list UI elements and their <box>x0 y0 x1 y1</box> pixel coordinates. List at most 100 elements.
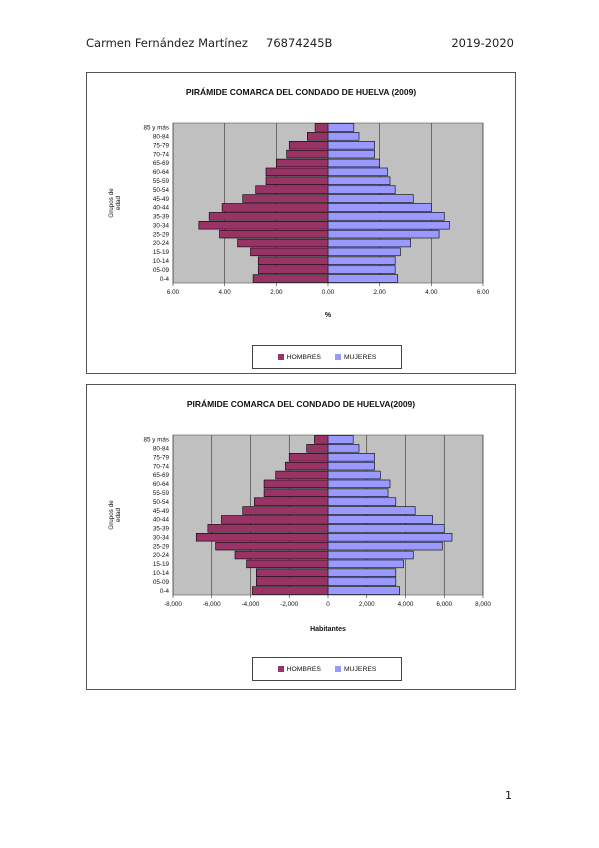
c2-bar-mujeres-3 <box>327 559 404 569</box>
c1-bar-hombres-3 <box>250 247 329 257</box>
c2-category-label-13: 65-69 <box>153 472 170 479</box>
c2-y-axis-label-line-1: Grupos de <box>108 500 115 530</box>
c1-bar-hombres-14 <box>286 149 329 159</box>
c1-category-label-5: 25-29 <box>153 231 170 238</box>
c1-category-label-14: 70-74 <box>153 151 170 158</box>
c2-x-tick-label-8: 8,000 <box>475 601 491 608</box>
legend-swatch-hombres <box>277 666 284 672</box>
c2-bar-hombres-10 <box>254 497 329 506</box>
header-author: Carmen Fernández Martínez <box>86 36 248 50</box>
pyramid-habitantes-svg: PIRÁMIDE COMARCA DEL CONDADO DE HUELVA(2… <box>108 399 491 633</box>
c2-bar-mujeres-1 <box>327 577 397 586</box>
c2-x-tick-label-6: 4,000 <box>398 601 414 608</box>
c1-bar-hombres-9 <box>242 194 329 203</box>
c1-bar-mujeres-8 <box>327 203 432 212</box>
legend-item-mujeres: MUJERES <box>334 665 377 673</box>
c2-bar-mujeres-9 <box>327 506 416 515</box>
c2-category-label-11: 55-59 <box>153 490 170 497</box>
c1-bar-mujeres-3 <box>327 247 401 257</box>
c1-category-label-15: 75-79 <box>153 142 170 149</box>
c1-bar-hombres-4 <box>237 238 329 248</box>
page-number: 1 <box>505 789 512 802</box>
c1-category-label-16: 80-84 <box>153 134 170 141</box>
c2-bar-hombres-17 <box>314 435 329 444</box>
legend-label-mujeres: MUJERES <box>343 665 377 673</box>
c1-bar-hombres-8 <box>221 203 329 212</box>
c1-x-tick-label-5: 4.00 <box>425 289 438 296</box>
c2-bar-hombres-12 <box>263 479 329 489</box>
c1-bar-mujeres-6 <box>327 221 450 230</box>
c1-category-label-3: 15-19 <box>153 249 170 256</box>
c1-bar-hombres-16 <box>307 132 329 141</box>
c1-category-label-12: 60-64 <box>153 169 170 176</box>
header-year: 2019-2020 <box>451 36 514 50</box>
c2-x-tick-label-7: 6,000 <box>436 601 452 608</box>
c1-bar-hombres-10 <box>255 185 329 194</box>
c2-bar-mujeres-13 <box>327 470 381 480</box>
c2-bar-hombres-8 <box>221 515 329 524</box>
header-student-id: 76874245B <box>266 36 333 50</box>
c1-category-label-10: 50-54 <box>153 187 170 194</box>
c1-bar-mujeres-5 <box>327 229 440 239</box>
c1-x-tick-label-0: 6.00 <box>167 289 180 296</box>
legend-percent: HOMBRES MUJERES <box>252 345 402 369</box>
c2-category-label-16: 80-84 <box>153 446 170 453</box>
c2-category-label-7: 35-39 <box>153 526 170 533</box>
c2-bar-hombres-13 <box>275 470 329 480</box>
c1-bar-hombres-7 <box>208 212 329 221</box>
c1-bar-hombres-1 <box>257 265 329 274</box>
c1-bar-mujeres-11 <box>327 176 391 185</box>
c1-category-label-0: 0-4 <box>160 276 170 283</box>
c1-category-label-9: 45-49 <box>153 196 170 203</box>
legend-label-hombres: HOMBRES <box>286 353 321 361</box>
legend-habitantes: HOMBRES MUJERES <box>252 657 402 681</box>
c2-category-label-10: 50-54 <box>153 499 170 506</box>
c1-bar-mujeres-14 <box>327 149 375 159</box>
c1-y-axis-label: Grupos deedad <box>108 188 122 218</box>
c2-category-label-5: 25-29 <box>153 543 170 550</box>
c2-y-axis-label: Grupos deedad <box>108 500 122 530</box>
c1-bar-mujeres-1 <box>327 265 396 274</box>
c1-chart-title: PIRÁMIDE COMARCA DEL CONDADO DE HUELVA (… <box>186 87 416 97</box>
c1-bar-hombres-6 <box>198 221 329 230</box>
c1-bar-hombres-0 <box>252 274 329 283</box>
c1-bar-hombres-5 <box>219 229 329 239</box>
c1-y-axis-label-line-2: edad <box>115 196 122 211</box>
legend-swatch-mujeres <box>334 354 341 360</box>
c1-category-label-17: 85 y más <box>143 125 169 132</box>
legend-label-hombres: HOMBRES <box>286 665 321 673</box>
c2-bar-hombres-1 <box>256 577 329 586</box>
c1-bar-mujeres-10 <box>327 185 396 194</box>
c1-category-label-1: 05-09 <box>153 267 170 274</box>
c2-chart-title: PIRÁMIDE COMARCA DEL CONDADO DE HUELVA(2… <box>187 399 415 409</box>
c2-x-tick-label-3: -2,000 <box>280 601 298 608</box>
c1-bar-mujeres-16 <box>327 132 360 141</box>
c2-category-label-12: 60-64 <box>153 481 170 488</box>
c2-category-label-14: 70-74 <box>153 463 170 470</box>
c1-x-axis-label: % <box>325 312 332 319</box>
c1-bar-hombres-2 <box>257 256 329 265</box>
c2-bar-hombres-7 <box>207 524 329 533</box>
c1-category-label-2: 10-14 <box>153 258 170 265</box>
c2-x-tick-label-2: -4,000 <box>242 601 260 608</box>
c2-x-tick-label-5: 2,000 <box>359 601 375 608</box>
c1-category-label-13: 65-69 <box>153 160 170 167</box>
c1-bar-mujeres-13 <box>327 158 380 168</box>
c2-category-label-9: 45-49 <box>153 508 170 515</box>
c2-category-label-1: 05-09 <box>153 579 170 586</box>
population-pyramid-habitantes: PIRÁMIDE COMARCA DEL CONDADO DE HUELVA(2… <box>86 384 516 690</box>
c2-bar-hombres-9 <box>242 506 329 515</box>
c1-category-label-4: 20-24 <box>153 240 170 247</box>
c1-bar-hombres-12 <box>265 167 329 177</box>
legend-label-mujeres: MUJERES <box>343 353 377 361</box>
c2-bar-mujeres-10 <box>327 497 397 506</box>
pyramid-percent-svg: PIRÁMIDE COMARCA DEL CONDADO DE HUELVA (… <box>108 87 490 319</box>
c2-category-label-15: 75-79 <box>153 454 170 461</box>
c2-bar-mujeres-0 <box>327 586 400 595</box>
c2-bar-mujeres-7 <box>327 524 445 533</box>
c2-bar-hombres-0 <box>252 586 329 595</box>
c1-bar-mujeres-17 <box>327 123 355 132</box>
c1-bar-hombres-17 <box>314 123 329 132</box>
c2-bar-mujeres-15 <box>327 453 375 462</box>
c2-bar-mujeres-17 <box>327 435 354 444</box>
